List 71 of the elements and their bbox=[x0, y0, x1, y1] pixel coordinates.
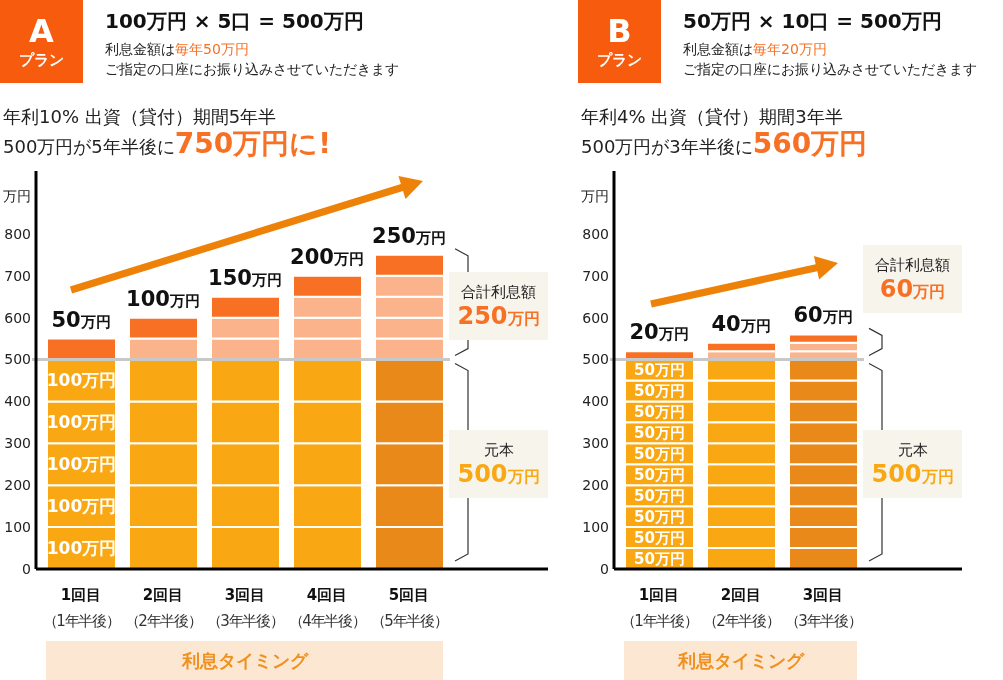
y-axis-title: 万円 bbox=[580, 187, 609, 205]
annotation: 60万円 bbox=[793, 303, 853, 328]
y-tick-label: 700 bbox=[4, 267, 31, 284]
y-tick-label: 300 bbox=[4, 435, 31, 452]
text: 560万円 bbox=[752, 127, 868, 160]
data-label: 50万円 bbox=[634, 402, 685, 421]
y-tick-label: 600 bbox=[4, 309, 31, 326]
data-label: 100万円 bbox=[46, 454, 117, 475]
y-tick-label: 400 bbox=[582, 393, 609, 410]
annotation: 250万円 bbox=[372, 223, 446, 248]
y-tick-label: 600 bbox=[582, 309, 609, 326]
y-tick-label: 700 bbox=[582, 267, 609, 284]
chart-title: 50万円 × 10口 = 500万円 bbox=[683, 9, 942, 33]
data-label: 50万円 bbox=[634, 381, 685, 400]
y-tick-label: 0 bbox=[22, 560, 31, 577]
data-label: 50万円 bbox=[634, 444, 685, 463]
annotation: 50万円 bbox=[51, 307, 111, 332]
data-label: 100万円 bbox=[46, 412, 117, 433]
x-tick-label: 2回目（2年半後） bbox=[702, 586, 780, 630]
text: 750万円に! bbox=[174, 127, 332, 160]
x-tick-label: 1回目（1年半後） bbox=[42, 586, 120, 630]
label-box: 利息タイミング bbox=[624, 641, 857, 680]
data-label: 100万円 bbox=[46, 370, 117, 391]
chart-title: 100万円 × 5口 = 500万円 bbox=[105, 9, 364, 33]
x-tick-label: 3回目（3年半後） bbox=[206, 586, 284, 630]
data-label: 50万円 bbox=[634, 486, 685, 505]
y-tick-label: 0 bbox=[600, 560, 609, 577]
y-tick-label: 300 bbox=[582, 435, 609, 452]
data-label: 50万円 bbox=[634, 507, 685, 526]
x-tick-label: 3回目（3年半後） bbox=[784, 586, 862, 630]
x-tick-label: 2回目（2年半後） bbox=[124, 586, 202, 630]
chart-subtitle: 年利4% 出資（貸付）期間3年半 bbox=[581, 106, 843, 128]
text: 毎年20万円 bbox=[753, 41, 827, 57]
x-tick-label: 5回目（5年半後） bbox=[370, 586, 448, 630]
label-box: 利息タイミング bbox=[46, 641, 443, 680]
chart-subtitle: 年利10% 出資（貸付）期間5年半 bbox=[3, 106, 277, 128]
data-label: 50万円 bbox=[634, 549, 685, 568]
y-tick-label: 400 bbox=[4, 393, 31, 410]
x-tick-label: 1回目（1年半後） bbox=[620, 586, 698, 630]
data-label: 100万円 bbox=[46, 496, 117, 517]
y-tick-label: 200 bbox=[4, 477, 31, 494]
data-label: 50万円 bbox=[634, 465, 685, 484]
annotation: 150万円 bbox=[208, 265, 282, 290]
text: ご指定の口座にお振り込みさせていただきます bbox=[105, 60, 399, 78]
note-box: 元本 500万円 bbox=[863, 430, 962, 498]
y-tick-label: 100 bbox=[582, 519, 609, 536]
text: 500万円が3年半後に bbox=[581, 136, 753, 157]
badge: B プラン bbox=[578, 0, 661, 83]
data-label: 100万円 bbox=[46, 538, 117, 559]
note-box: 元本 500万円 bbox=[449, 430, 548, 498]
y-tick-label: 500 bbox=[582, 351, 609, 368]
data-label: 50万円 bbox=[634, 423, 685, 442]
annotation: 20万円 bbox=[629, 320, 689, 345]
y-tick-label: 500 bbox=[4, 351, 31, 368]
text: 500万円が5年半後に bbox=[3, 136, 175, 157]
note-box: 合計利息額 60万円 bbox=[863, 245, 962, 313]
annotation: 200万円 bbox=[290, 244, 364, 269]
text: 毎年50万円 bbox=[175, 41, 249, 57]
y-tick-label: 200 bbox=[582, 477, 609, 494]
y-tick-label: 800 bbox=[582, 225, 609, 242]
note-box: 合計利息額 250万円 bbox=[449, 272, 548, 340]
x-tick-label: 4回目（4年半後） bbox=[288, 586, 366, 630]
y-axis-title: 万円 bbox=[2, 187, 31, 205]
annotation: 40万円 bbox=[711, 311, 771, 336]
badge: A プラン bbox=[0, 0, 83, 83]
text: ご指定の口座にお振り込みさせていただきます bbox=[683, 60, 977, 78]
y-tick-label: 800 bbox=[4, 225, 31, 242]
annotation: 100万円 bbox=[126, 286, 200, 311]
data-label: 50万円 bbox=[634, 528, 685, 547]
data-label: 50万円 bbox=[634, 361, 685, 379]
y-tick-label: 100 bbox=[4, 519, 31, 536]
